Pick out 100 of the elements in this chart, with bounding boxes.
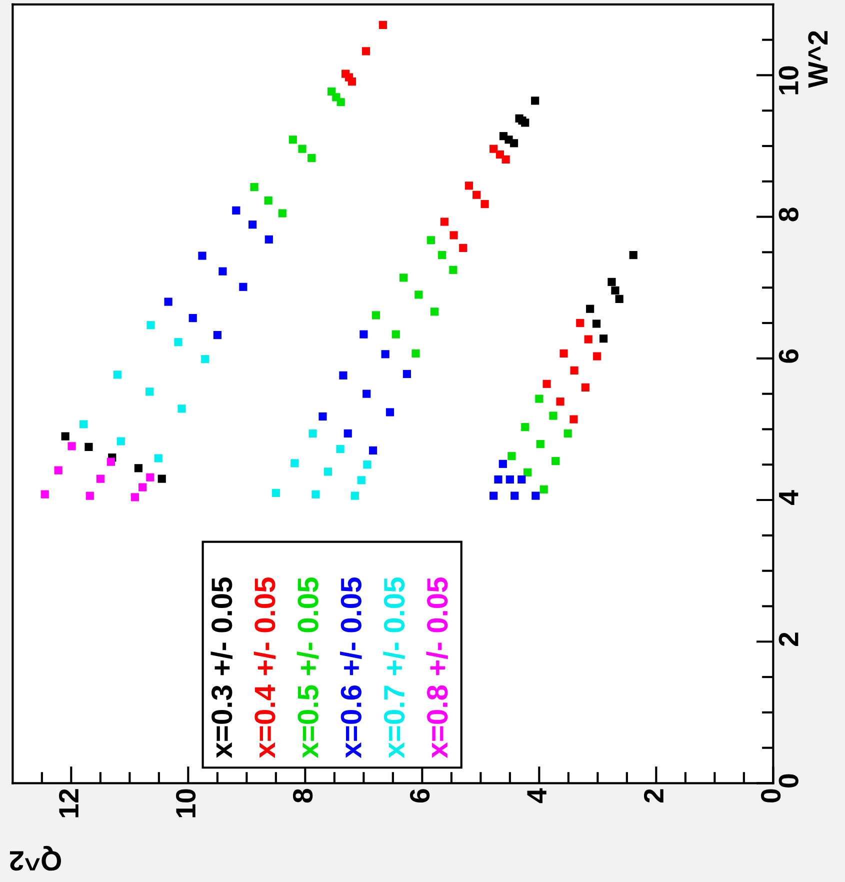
x-tick-label: 6: [410, 789, 430, 803]
point: [593, 352, 602, 360]
point: [440, 218, 448, 226]
point: [336, 444, 344, 454]
point: [450, 231, 458, 240]
x-tick-label: 8: [292, 788, 313, 803]
point: [40, 490, 49, 498]
point: [154, 454, 162, 462]
point: [344, 429, 352, 438]
text: x=0.8 +/- 0.05: [426, 577, 448, 758]
point: [239, 282, 248, 291]
point: [521, 118, 530, 127]
point: [449, 266, 458, 274]
point: [459, 244, 468, 252]
point: [288, 136, 297, 144]
point: [542, 380, 551, 388]
point: [84, 442, 93, 451]
point: [576, 318, 584, 328]
point: [308, 429, 317, 438]
point: [564, 429, 572, 438]
point: [308, 154, 316, 162]
point: [480, 200, 489, 208]
point: [560, 349, 568, 358]
point: [399, 274, 408, 282]
y-tick-label: 0: [778, 774, 798, 788]
point: [549, 412, 558, 420]
point: [272, 488, 280, 497]
point: [218, 267, 227, 276]
point: [508, 452, 516, 460]
point: [213, 331, 222, 340]
point: [248, 220, 257, 229]
point: [378, 20, 388, 29]
point: [523, 468, 532, 476]
point: [106, 458, 116, 466]
point: [79, 420, 88, 428]
point: [570, 415, 578, 424]
point: [372, 311, 380, 320]
point: [489, 144, 498, 153]
point: [350, 492, 359, 500]
x-tick-label: 4: [527, 788, 546, 804]
point: [130, 493, 139, 502]
point: [386, 408, 394, 416]
y-tick-label: 2: [778, 632, 798, 646]
point: [402, 370, 412, 378]
x-tick-label: 2: [644, 789, 664, 803]
point: [61, 432, 70, 440]
text: x=0.6 +/- 0.05: [340, 577, 362, 758]
x-axis-title: Q^2: [10, 846, 61, 871]
point: [174, 338, 182, 346]
point: [318, 412, 327, 421]
point: [414, 290, 423, 299]
point: [201, 355, 210, 364]
point: [360, 330, 368, 338]
point: [348, 78, 356, 86]
point: [599, 334, 608, 343]
point: [438, 250, 446, 260]
point: [232, 206, 240, 214]
point: [362, 390, 371, 398]
point: [629, 250, 638, 260]
point: [368, 446, 378, 454]
point: [608, 278, 616, 286]
point: [54, 466, 62, 474]
point: [68, 442, 76, 450]
point: [536, 440, 544, 448]
point: [556, 398, 564, 406]
point: [86, 492, 94, 500]
point: [357, 476, 366, 484]
point: [138, 483, 147, 492]
point: [250, 183, 258, 192]
point: [426, 236, 435, 244]
text: x=0.4 +/- 0.05: [254, 577, 276, 758]
x-tick-label: 0: [760, 789, 781, 802]
point: [592, 320, 601, 328]
point: [584, 335, 592, 344]
point: [581, 383, 590, 392]
point: [178, 404, 186, 413]
point: [510, 492, 519, 500]
point: [96, 474, 104, 483]
point: [362, 47, 370, 56]
y-axis-title: W^2: [808, 31, 828, 88]
point: [489, 492, 498, 500]
point: [535, 394, 544, 403]
text: x=0.3 +/- 0.05: [210, 577, 232, 758]
y-tick-label: 4: [779, 490, 798, 505]
text: x=0.5 +/- 0.05: [296, 577, 319, 758]
point: [392, 330, 400, 338]
point: [146, 473, 154, 482]
point: [290, 459, 299, 468]
point: [552, 457, 560, 466]
point: [146, 388, 154, 396]
point: [521, 423, 530, 432]
point: [506, 475, 514, 484]
point: [158, 474, 166, 483]
point: [412, 349, 420, 358]
point: [298, 144, 306, 153]
point: [611, 286, 620, 294]
text: x=0.7 +/- 0.05: [383, 577, 405, 758]
point: [164, 298, 172, 306]
point: [430, 308, 439, 316]
y-tick-label: 6: [778, 349, 798, 363]
